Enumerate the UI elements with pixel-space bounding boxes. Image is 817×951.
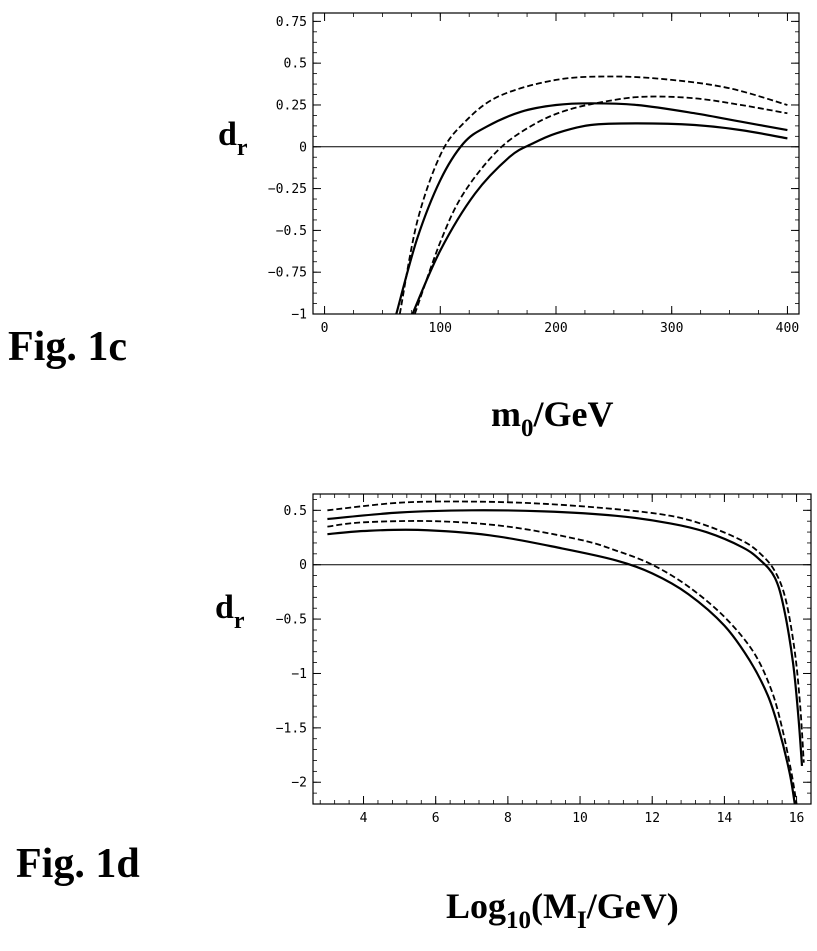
series-line-2-solid — [327, 509, 804, 766]
x-tick-label: 6 — [432, 811, 440, 826]
y-tick-label: −2 — [291, 776, 307, 791]
axis-ticks: 0.75 0.5 0.25 0 −0.25 −0.5 −0.75 −1 0 100 200 300 40… — [268, 13, 799, 336]
y-tick-label: 0.5 — [284, 504, 307, 519]
plot-frame — [312, 12, 800, 315]
series-line-1-dashed — [398, 75, 788, 315]
x-tick-label: 300 — [660, 321, 683, 336]
x-tick-label: 0 — [321, 321, 329, 336]
x-axis-label: m0/GeV — [491, 394, 613, 442]
x-tick-label: 200 — [544, 321, 567, 336]
y-tick-label: 0 — [299, 558, 307, 573]
y-tick-label: −1.5 — [276, 721, 307, 736]
series-lines — [395, 75, 788, 315]
y-axis-label: dr — [218, 116, 248, 161]
x-tick-label: 400 — [776, 321, 799, 336]
x-tick-label: 100 — [429, 321, 452, 336]
figure-label: Fig. 1d — [16, 841, 140, 887]
series-line-4-solid — [327, 528, 796, 805]
plot-frame — [312, 493, 812, 805]
chart-panel-1d: 0.5 0 −0.5 −1 −1.5 −2 4 6 8 10 12 14 16 dr Log10(MI/… — [16, 493, 812, 934]
y-tick-label: −1 — [291, 308, 307, 323]
y-tick-label: 0 — [299, 140, 307, 155]
series-line-3-dashed — [327, 520, 798, 805]
series-line-4-solid — [411, 122, 788, 315]
y-tick-label: 0.25 — [276, 98, 307, 113]
chart-panel-1c: 0.75 0.5 0.25 0 −0.25 −0.5 −0.75 −1 0 100 200 300 40… — [8, 12, 800, 442]
x-tick-label: 8 — [504, 811, 512, 826]
x-tick-label: 10 — [572, 811, 588, 826]
y-tick-label: −0.5 — [276, 224, 307, 239]
y-tick-label: −1 — [291, 667, 307, 682]
series-line-1-dashed — [327, 500, 805, 763]
y-tick-label: 0.75 — [276, 15, 307, 30]
y-tick-label: −0.75 — [268, 266, 307, 281]
series-line-3-dashed — [413, 95, 788, 315]
y-tick-label: 0.5 — [284, 57, 307, 72]
figure-label: Fig. 1c — [8, 324, 127, 370]
x-axis-label: Log10(MI/GeV) — [446, 886, 679, 934]
y-tick-label: −0.5 — [276, 613, 307, 628]
y-axis-label: dr — [215, 589, 245, 634]
x-tick-label: 16 — [789, 811, 805, 826]
x-tick-label: 4 — [360, 811, 368, 826]
y-tick-label: −0.25 — [268, 182, 307, 197]
x-tick-label: 14 — [717, 811, 733, 826]
axis-ticks: 0.5 0 −0.5 −1 −1.5 −2 4 6 8 10 12 14 16 — [276, 494, 811, 826]
series-line-2-solid — [395, 102, 788, 315]
x-tick-label: 12 — [644, 811, 660, 826]
series-lines — [327, 500, 805, 805]
